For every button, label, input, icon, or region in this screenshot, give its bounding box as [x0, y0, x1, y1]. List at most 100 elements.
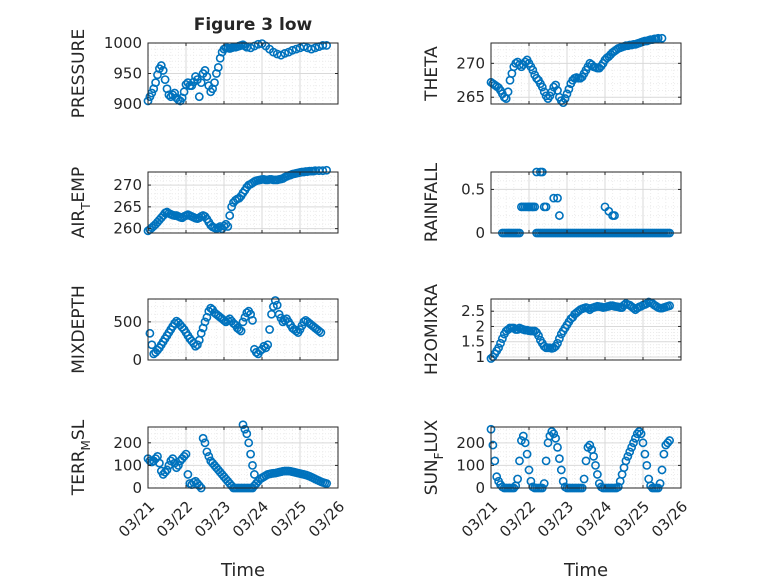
data-point [665, 436, 674, 445]
data-point [213, 63, 223, 72]
data-point [625, 447, 635, 457]
y-tick-label: 2.5 [461, 302, 485, 320]
y-axis-label: TERRMSL [69, 419, 93, 496]
data-point [634, 427, 644, 436]
data-point [272, 300, 282, 310]
data-point [162, 465, 172, 475]
data-point [322, 41, 331, 50]
data-point [659, 449, 669, 459]
figure-title: Figure 3 low [194, 15, 313, 35]
data-point [494, 343, 503, 353]
data-point [183, 470, 193, 479]
data-point [488, 440, 498, 450]
data-point [553, 442, 562, 452]
data-point [496, 338, 505, 348]
data-point [653, 33, 663, 43]
data-point [520, 438, 530, 448]
data-point [154, 458, 164, 468]
y-tick-label: 2 [475, 317, 485, 335]
data-series [145, 296, 326, 359]
y-axis-label: AIRTEMP [69, 167, 93, 238]
data-series [143, 165, 331, 236]
data-point [172, 463, 181, 473]
y-tick-label: 260 [113, 220, 142, 238]
grid [147, 171, 339, 234]
data-point [621, 456, 631, 466]
y-tick-label: 1 [475, 348, 485, 366]
data-point [204, 451, 214, 461]
plot-area [491, 172, 681, 233]
data-point [522, 449, 532, 459]
data-point [248, 315, 257, 325]
data-point [322, 479, 331, 488]
data-point [225, 211, 235, 220]
data-point [270, 296, 280, 305]
data-point [657, 465, 667, 475]
y-axis-label: MIXDEPTH [69, 285, 89, 374]
data-point [265, 325, 274, 334]
data-point [556, 465, 566, 475]
y-tick-label: 1.5 [461, 333, 485, 351]
x-axis-label: Time [563, 560, 608, 581]
y-tick-label: 100 [456, 456, 485, 474]
data-series [143, 39, 331, 106]
subplot-mixdepth: 0 500 MIXDEPTH [69, 285, 339, 374]
data-point [564, 84, 574, 94]
data-point [173, 461, 183, 470]
axes-box [147, 426, 339, 489]
axes-box [490, 42, 682, 105]
axes-box [490, 298, 682, 361]
data-point [581, 456, 591, 466]
data-point [555, 211, 564, 220]
data-point [318, 166, 328, 176]
data-point [553, 193, 562, 203]
data-point [263, 340, 273, 350]
y-label-subscript: M [79, 440, 93, 450]
data-point [158, 66, 168, 75]
data-point [210, 78, 219, 88]
data-point [549, 429, 559, 439]
data-point [589, 451, 598, 461]
y-axis-label: PRESSURE [69, 29, 89, 118]
y-label-rest: SL [69, 419, 89, 440]
data-point [221, 219, 231, 229]
data-point [562, 89, 572, 99]
data-point [192, 340, 202, 350]
x-axis-label: Time [220, 560, 265, 581]
data-point [613, 482, 623, 492]
data-point [280, 48, 290, 58]
data-point [545, 91, 555, 101]
y-axis-label: H2OMIXRA [422, 284, 442, 375]
data-point [520, 57, 530, 67]
subplot-h2omixra: 11.522.5 H2OMIXRA [422, 284, 682, 375]
y-tick-label: 270 [456, 54, 485, 72]
data-point [200, 317, 210, 327]
data-point [629, 438, 638, 448]
data-point [528, 65, 538, 75]
data-point [219, 221, 229, 231]
data-point [555, 334, 564, 344]
data-point [555, 454, 564, 464]
y-tick-label: 0 [475, 479, 485, 497]
subplot-pressure: 900 950 1000 PRESSURE [69, 29, 339, 118]
data-point [316, 328, 326, 337]
y-label-main: AIR [69, 210, 89, 239]
data-point [524, 465, 534, 475]
data-point [657, 33, 667, 43]
data-point [170, 88, 179, 98]
data-point [246, 449, 255, 459]
y-label-rest: LUX [422, 419, 442, 452]
data-point [591, 461, 600, 470]
data-point [539, 479, 549, 488]
data-point [202, 447, 212, 457]
y-tick-label: 1000 [104, 34, 142, 52]
data-point [526, 476, 536, 486]
data-point [198, 433, 208, 443]
data-point [513, 474, 522, 484]
data-point [631, 433, 640, 443]
data-point [636, 429, 646, 439]
data-point [528, 202, 538, 212]
y-label-subscript: F [432, 452, 446, 459]
data-point [145, 328, 155, 338]
